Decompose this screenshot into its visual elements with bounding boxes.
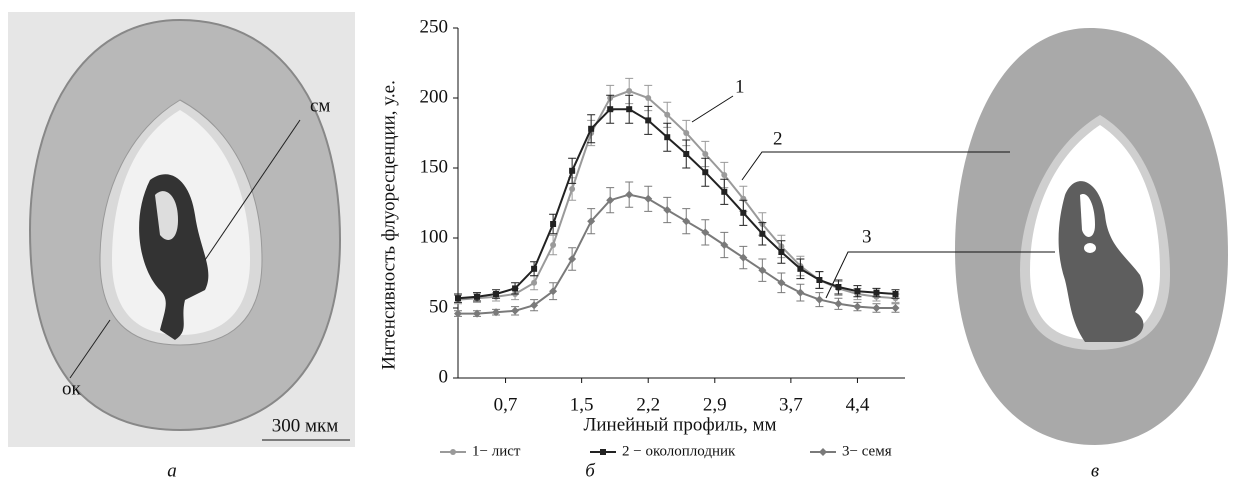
marker	[664, 134, 671, 141]
marker	[530, 301, 539, 310]
marker	[739, 253, 748, 262]
series-line	[457, 89, 896, 301]
marker	[816, 277, 823, 283]
panel-letter: б	[585, 460, 596, 481]
marker	[569, 167, 576, 174]
y-tick-label: 200	[420, 86, 449, 107]
x-tick-label: 2,2	[636, 394, 660, 415]
marker	[892, 291, 899, 297]
marker	[721, 188, 728, 195]
marker	[606, 196, 615, 205]
legend-label: 2 − околоплодник	[622, 443, 736, 459]
marker	[568, 255, 577, 263]
marker	[531, 279, 538, 286]
marker	[645, 117, 652, 124]
marker	[625, 190, 634, 199]
marker	[683, 130, 690, 136]
marker	[626, 106, 633, 113]
label-sm: см	[310, 95, 330, 116]
panel-letter: а	[167, 460, 177, 481]
marker	[588, 125, 595, 132]
legend-label: 3− семя	[842, 443, 892, 459]
x-tick-label: 4,4	[846, 394, 870, 415]
marker	[683, 151, 690, 157]
y-tick-label: 150	[420, 156, 449, 177]
x-tick-label: 2,9	[703, 394, 727, 415]
marker	[644, 194, 653, 203]
marker	[740, 209, 747, 216]
marker	[569, 186, 576, 192]
x-axis-label: Линейный профиль, мм	[583, 414, 776, 435]
annotation: 3	[862, 226, 872, 247]
marker	[473, 309, 482, 318]
annotation: 2	[773, 128, 783, 149]
y-tick-label: 50	[429, 296, 448, 317]
scale-bar-label: 300 мкм	[272, 415, 339, 436]
marker	[702, 151, 709, 157]
marker	[512, 285, 519, 292]
y-tick-label: 0	[439, 366, 449, 387]
x-tick-label: 0,7	[494, 394, 518, 415]
marker	[682, 217, 691, 226]
marker	[550, 221, 557, 227]
marker	[796, 288, 805, 297]
micrograph: см ок 300 мкм	[8, 12, 355, 447]
marker	[758, 266, 767, 275]
label-ok: ок	[62, 378, 82, 399]
marker	[891, 304, 900, 312]
marker	[815, 295, 824, 304]
marker	[454, 309, 462, 318]
legend-marker	[600, 449, 606, 455]
x-tick-label: 1,5	[570, 394, 594, 415]
annotation: 1	[735, 76, 745, 97]
marker	[587, 217, 596, 226]
marker	[834, 299, 843, 308]
marker	[550, 242, 557, 248]
marker	[853, 302, 862, 311]
marker	[702, 169, 709, 176]
marker	[492, 308, 501, 317]
marker	[607, 106, 614, 113]
marker	[663, 206, 672, 214]
diagram	[955, 28, 1228, 445]
y-tick-label: 100	[420, 226, 449, 247]
marker	[777, 278, 786, 287]
series-line	[458, 193, 896, 315]
marker	[455, 295, 461, 302]
marker	[493, 291, 500, 297]
y-axis-label: Интенсивность флуоресценции, у.е.	[378, 80, 399, 370]
marker	[511, 306, 520, 315]
marker	[701, 228, 710, 237]
marker	[797, 265, 804, 272]
panel-letter: в	[1091, 460, 1099, 481]
marker	[759, 230, 766, 237]
series-line	[457, 108, 896, 300]
y-tick-label: 250	[420, 16, 449, 37]
marker	[721, 172, 728, 178]
marker	[873, 289, 880, 296]
legend-marker	[819, 448, 827, 456]
marker	[778, 249, 785, 255]
marker	[549, 287, 558, 296]
legend-marker	[450, 449, 456, 455]
marker	[720, 241, 729, 249]
marker	[626, 88, 633, 94]
marker	[645, 95, 652, 101]
marker	[474, 293, 481, 300]
marker	[835, 284, 842, 290]
legend-label: 1− лист	[472, 443, 521, 459]
marker	[854, 288, 861, 295]
marker	[531, 265, 538, 272]
x-tick-label: 3,7	[779, 394, 803, 415]
marker	[872, 304, 881, 312]
marker	[664, 111, 671, 118]
